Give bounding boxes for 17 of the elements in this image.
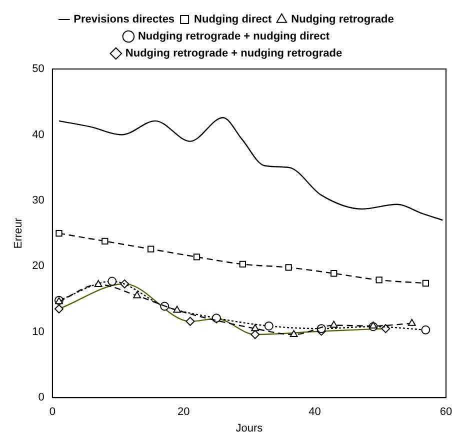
y-tick-label: 30 (32, 194, 44, 206)
x-tick-label: 20 (178, 406, 190, 418)
x-tick-label: 40 (308, 406, 321, 418)
x-tick-label: 60 (440, 406, 452, 418)
legend-label: Previsions directes (74, 14, 175, 26)
x-tick-label: 0 (49, 406, 56, 418)
y-tick-label: 40 (32, 128, 44, 141)
x-axis-title: Jours (236, 422, 264, 434)
y-tick-label: 20 (32, 260, 44, 272)
y-tick-label: 0 (38, 392, 44, 404)
y-tick-label: 50 (32, 63, 44, 76)
y-axis-title: Erreur (12, 218, 25, 249)
y-tick-label: 10 (32, 326, 44, 338)
legend-label: Nudging retrograde (291, 14, 394, 26)
legend-label: Nudging retrograde + nudging direct (138, 30, 330, 43)
legend-label: Nudging direct (194, 14, 272, 26)
legend-label: Nudging retrograde + nudging retrograde (125, 48, 342, 60)
